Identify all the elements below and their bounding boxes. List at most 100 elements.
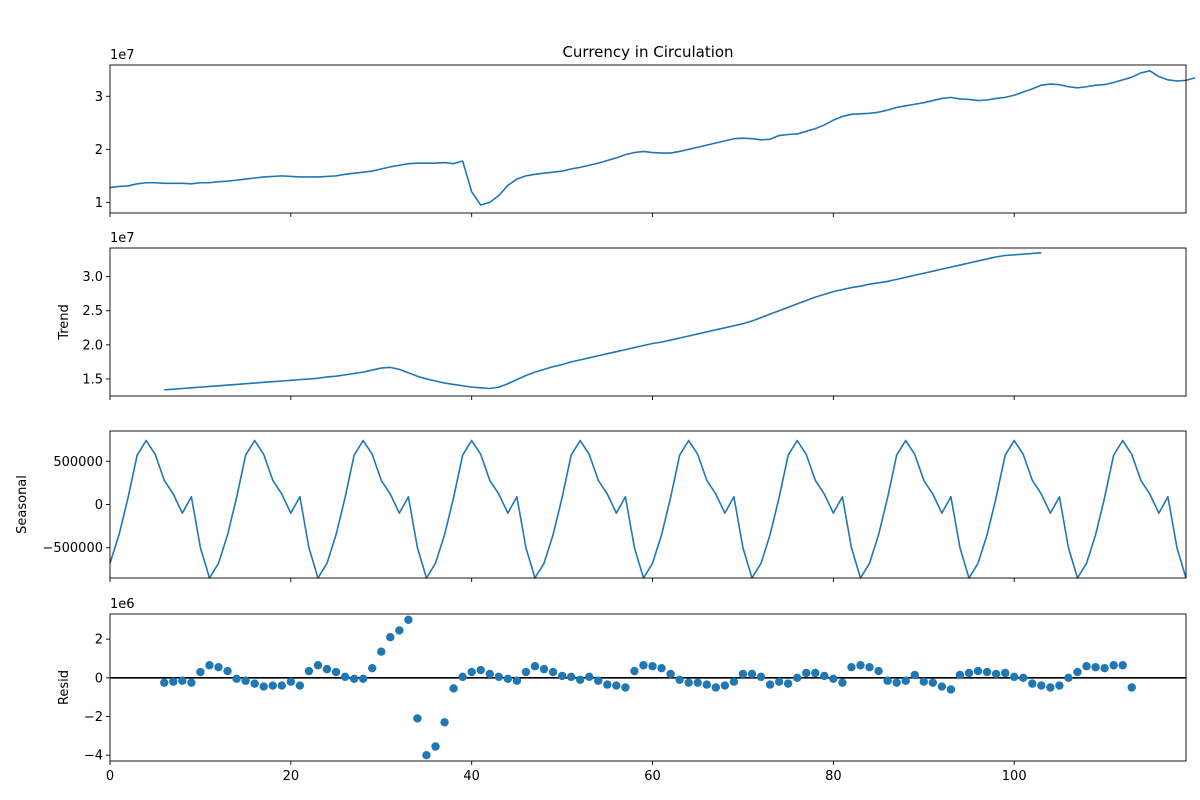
resid-point xyxy=(874,666,883,676)
y-axis-label: Seasonal xyxy=(15,475,30,534)
resid-point xyxy=(395,626,404,635)
resid-point xyxy=(413,714,422,723)
y-tick-label: 1 xyxy=(95,196,103,211)
resid-point xyxy=(1118,661,1127,670)
resid-point xyxy=(702,680,711,689)
resid-point xyxy=(1064,673,1073,683)
y-tick-label: 3.0 xyxy=(82,270,103,285)
resid-point xyxy=(901,676,910,685)
y-tick-label: −2 xyxy=(84,710,103,725)
resid-point xyxy=(621,683,630,692)
y-tick-label: 0 xyxy=(95,671,103,686)
resid-point xyxy=(1000,668,1010,678)
resid-point xyxy=(1019,673,1028,683)
resid-point xyxy=(205,661,214,670)
resid-point xyxy=(657,663,666,673)
resid-point xyxy=(630,666,639,676)
resid-point xyxy=(566,672,576,682)
resid-point xyxy=(955,670,965,680)
resid-point xyxy=(919,677,928,686)
resid-point xyxy=(467,667,476,677)
resid-point xyxy=(304,666,314,676)
resid-point xyxy=(639,661,648,670)
resid-point xyxy=(1037,681,1046,690)
resid-point xyxy=(666,669,675,679)
x-tick-label: 20 xyxy=(283,769,300,784)
resid-point xyxy=(928,678,938,687)
resid-point xyxy=(802,668,811,678)
resid-point xyxy=(648,662,657,671)
resid-point xyxy=(268,681,277,690)
resid-point xyxy=(829,674,838,683)
resid-point xyxy=(214,662,223,672)
resid-point xyxy=(820,671,829,681)
y-tick-label: 2.0 xyxy=(82,338,103,353)
resid-point xyxy=(160,678,169,687)
axes-frame xyxy=(109,64,1187,214)
resid-point xyxy=(991,669,1001,679)
y-tick-label: 3 xyxy=(95,90,103,105)
resid-point xyxy=(774,677,784,686)
resid-point xyxy=(1127,683,1136,692)
resid-point xyxy=(485,669,494,679)
resid-point xyxy=(539,664,549,674)
resid-point xyxy=(187,678,196,687)
resid-point xyxy=(512,676,522,685)
resid-point xyxy=(1010,672,1019,682)
resid-point xyxy=(548,667,558,677)
resid-point xyxy=(675,675,684,684)
resid-point xyxy=(368,663,377,673)
resid-point xyxy=(883,676,892,685)
resid-point xyxy=(530,662,540,671)
resid-point xyxy=(847,662,856,672)
resid-point xyxy=(313,661,323,670)
y-axis-label: Trend xyxy=(57,304,72,341)
axes-frame xyxy=(109,247,1187,397)
resid-point xyxy=(729,677,739,686)
series-line xyxy=(164,251,1042,391)
y-tick-label: −4 xyxy=(84,749,103,764)
resid-point xyxy=(169,677,178,686)
resid-point xyxy=(937,682,947,691)
resid-point xyxy=(765,680,775,689)
resid-point xyxy=(377,647,386,656)
resid-point xyxy=(503,674,513,683)
resid-point xyxy=(585,672,594,682)
resid-point xyxy=(1028,679,1037,688)
resid-point xyxy=(856,661,865,670)
resid-point xyxy=(603,680,612,689)
resid-point xyxy=(358,674,368,683)
resid-point xyxy=(386,633,395,642)
resid-point xyxy=(756,672,766,682)
resid-point xyxy=(250,679,259,688)
resid-point xyxy=(241,676,250,685)
series-line xyxy=(109,70,1196,206)
resid-point xyxy=(349,674,359,683)
resid-point xyxy=(1046,683,1055,692)
axes-frame xyxy=(109,613,1187,762)
x-tick-label: 100 xyxy=(1002,769,1027,784)
resid-point xyxy=(693,678,702,687)
resid-point xyxy=(1082,662,1091,671)
x-tick-label: 60 xyxy=(644,769,661,784)
y-tick-label: 0 xyxy=(95,498,103,513)
resid-point xyxy=(404,615,413,625)
resid-point xyxy=(811,668,820,678)
resid-point xyxy=(1100,663,1109,673)
resid-point xyxy=(720,681,730,690)
resid-point xyxy=(1109,661,1118,670)
x-tick-label: 0 xyxy=(106,769,114,784)
y-tick-label: 2.5 xyxy=(82,304,103,319)
resid-point xyxy=(684,678,693,687)
resid-point xyxy=(422,750,431,760)
resid-point xyxy=(738,669,748,679)
resid-point xyxy=(196,667,205,677)
offset-text: 1e6 xyxy=(110,597,135,612)
resid-point xyxy=(982,667,992,677)
resid-point xyxy=(792,673,802,683)
resid-point xyxy=(865,662,874,672)
resid-point xyxy=(322,664,332,674)
panel-2: 1e7 Trend 1.5 2.0 2.5 3.0 xyxy=(57,231,1187,400)
resid-point xyxy=(973,666,983,676)
